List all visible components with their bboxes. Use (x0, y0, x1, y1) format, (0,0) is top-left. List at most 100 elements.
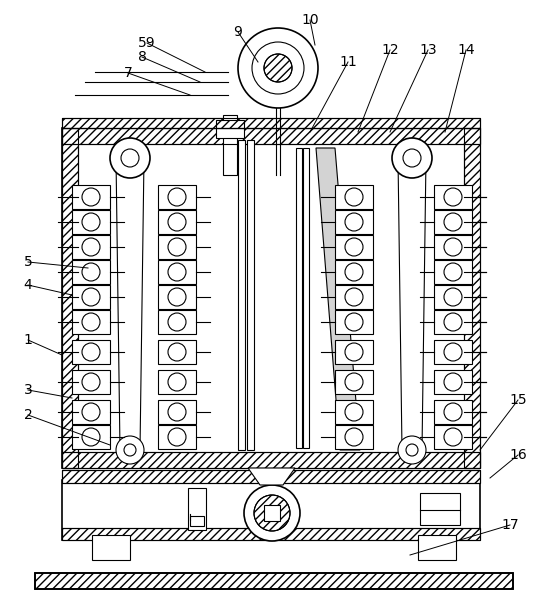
Text: 10: 10 (301, 13, 319, 27)
Text: 13: 13 (419, 43, 437, 57)
Bar (264, 505, 280, 521)
Circle shape (444, 403, 462, 421)
Circle shape (244, 485, 300, 541)
Circle shape (444, 428, 462, 446)
Bar (62, 128, 480, 468)
Bar (216, 128, 244, 138)
Text: 4: 4 (23, 278, 32, 292)
Circle shape (168, 313, 186, 331)
Circle shape (82, 403, 100, 421)
Text: 9: 9 (234, 25, 243, 39)
Circle shape (168, 238, 186, 256)
Circle shape (444, 213, 462, 231)
Bar (335, 260, 373, 284)
Bar (62, 528, 480, 540)
Circle shape (168, 373, 186, 391)
Bar (72, 370, 110, 394)
Bar (223, 115, 237, 175)
Bar (158, 400, 196, 424)
Bar (216, 120, 244, 128)
Bar (335, 235, 373, 259)
Circle shape (124, 444, 136, 456)
Bar (296, 148, 302, 448)
Bar (72, 235, 110, 259)
Circle shape (345, 343, 363, 361)
Bar (335, 400, 373, 424)
Text: 14: 14 (457, 43, 475, 57)
Bar (35, 573, 513, 589)
Bar (72, 340, 110, 364)
Bar (72, 210, 110, 234)
Bar (434, 210, 472, 234)
Circle shape (168, 188, 186, 206)
Bar (72, 425, 110, 449)
Circle shape (403, 149, 421, 167)
Bar (158, 210, 196, 234)
Bar (158, 425, 196, 449)
Bar (188, 488, 206, 530)
Text: 7: 7 (124, 66, 132, 80)
Bar (335, 310, 373, 334)
Bar (72, 185, 110, 209)
Circle shape (345, 403, 363, 421)
Circle shape (345, 288, 363, 306)
Circle shape (252, 42, 304, 94)
Bar (158, 370, 196, 394)
Circle shape (82, 428, 100, 446)
Circle shape (345, 428, 363, 446)
Bar (434, 285, 472, 309)
Bar (335, 285, 373, 309)
Circle shape (82, 313, 100, 331)
Text: 3: 3 (23, 383, 32, 397)
Circle shape (168, 428, 186, 446)
Circle shape (82, 213, 100, 231)
Circle shape (345, 188, 363, 206)
Text: 2: 2 (23, 408, 32, 422)
Bar (335, 210, 373, 234)
Bar (72, 310, 110, 334)
Bar (335, 425, 373, 449)
Bar (434, 370, 472, 394)
Circle shape (406, 444, 418, 456)
Bar (158, 235, 196, 259)
Bar (464, 128, 480, 468)
Text: 17: 17 (501, 518, 519, 532)
Circle shape (444, 238, 462, 256)
Circle shape (345, 238, 363, 256)
Bar (62, 128, 480, 144)
Text: 8: 8 (137, 50, 147, 64)
Circle shape (254, 495, 290, 531)
Circle shape (238, 28, 318, 108)
Bar (62, 118, 480, 128)
Bar (238, 140, 245, 450)
Bar (62, 528, 480, 540)
Bar (62, 118, 480, 128)
Bar (158, 185, 196, 209)
Bar (190, 516, 204, 526)
Circle shape (82, 343, 100, 361)
Text: 1: 1 (23, 333, 33, 347)
Circle shape (392, 138, 432, 178)
Bar (420, 493, 460, 525)
Bar (335, 370, 373, 394)
Bar (434, 235, 472, 259)
Polygon shape (316, 148, 360, 450)
Bar (158, 310, 196, 334)
Circle shape (168, 288, 186, 306)
Circle shape (168, 213, 186, 231)
Bar (62, 480, 480, 540)
Bar (62, 452, 480, 468)
Text: 12: 12 (381, 43, 399, 57)
Bar (434, 400, 472, 424)
Bar (158, 285, 196, 309)
Circle shape (82, 288, 100, 306)
Bar (247, 140, 254, 450)
Circle shape (82, 238, 100, 256)
Text: 59: 59 (138, 36, 156, 50)
Bar (72, 285, 110, 309)
Circle shape (444, 288, 462, 306)
Bar (62, 128, 480, 144)
Bar (35, 573, 513, 589)
Circle shape (345, 213, 363, 231)
Bar (62, 128, 78, 468)
